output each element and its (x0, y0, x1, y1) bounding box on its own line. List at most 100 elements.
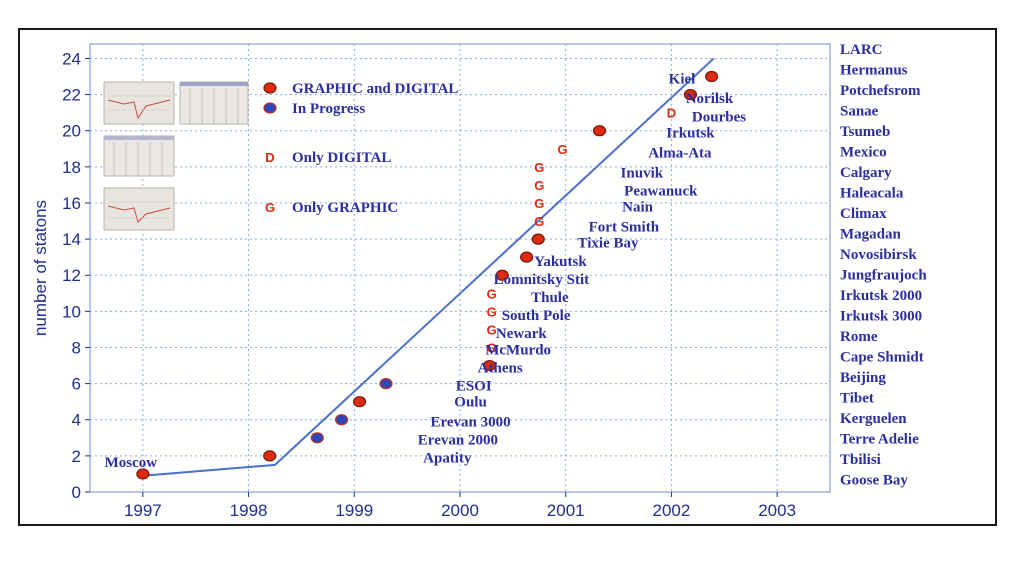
data-point-red-dot (483, 359, 497, 372)
right-list-item: Terre Adelie (840, 432, 919, 448)
data-point-g-glyph: G (487, 322, 497, 337)
data-point-d-glyph: D (667, 106, 676, 121)
station-label: Athens (478, 360, 523, 376)
station-label: ESOI (456, 378, 492, 394)
legend-label: Only GRAPHIC (292, 200, 398, 216)
station-label: Norilsk (686, 91, 734, 107)
right-list-item: Potchefsrom (840, 83, 921, 99)
station-label: Kiel (669, 71, 696, 87)
data-point-red-dot (683, 88, 698, 101)
right-list-item: Haleacala (840, 186, 904, 202)
data-point-g-glyph: G (534, 196, 544, 211)
x-tick-label: 1999 (335, 501, 373, 520)
right-list-item: Jungfraujoch (840, 268, 927, 284)
thumbnail-graph-1 (103, 81, 175, 125)
data-point-red-dot (531, 233, 545, 245)
data-point-g-glyph: G (534, 178, 544, 193)
right-list-item: Calgary (840, 165, 892, 181)
station-label: Oulu (454, 395, 487, 411)
station-label: Apatity (423, 451, 472, 467)
x-tick-label: 1997 (124, 501, 162, 520)
right-list-item: Hermanus (840, 63, 908, 79)
right-list-item: Climax (840, 206, 887, 222)
y-tick-label: 10 (62, 302, 81, 321)
right-list-item: Sanae (840, 104, 879, 120)
right-list-item: Cape Shmidt (840, 350, 924, 366)
station-label: Thule (531, 290, 569, 306)
legend-label: GRAPHIC and DIGITAL (292, 81, 458, 97)
x-tick-label: 2001 (547, 501, 585, 520)
right-list-item: Irkutsk 2000 (840, 288, 922, 304)
legend-marker-d-glyph: D (265, 150, 274, 165)
data-point-blue-dot (335, 414, 349, 426)
chart-frame: 0 2 4 6 8 10 12 14 16 18 20 22 24 1997 1998 1999 2000 20… (18, 28, 997, 526)
x-axis-ticks: 1997 1998 1999 2000 2001 2002 2003 (124, 492, 796, 520)
data-point-red-dot (263, 450, 277, 462)
data-point-red-dot (352, 396, 367, 408)
data-point-red-dot (592, 125, 607, 137)
trend-line (142, 57, 715, 477)
station-label: Erevan 2000 (418, 433, 498, 449)
right-list-item: LARC (840, 42, 883, 58)
station-label: Peawanuck (624, 183, 698, 199)
legend-marker-blue-dot (263, 102, 277, 114)
right-list-item: Magadan (840, 227, 902, 243)
data-point-g-glyph: G (534, 214, 544, 229)
grid (90, 44, 830, 492)
legend-label: In Progress (292, 101, 365, 117)
thumbnail-graph-2 (103, 187, 175, 231)
data-point-red-dot (520, 251, 534, 263)
station-label: Inuvik (621, 165, 664, 181)
right-list-item: Goose Bay (840, 473, 908, 489)
thumbnail-table-1 (179, 81, 249, 125)
x-tick-label: 2002 (653, 501, 691, 520)
x-tick-label: 2003 (758, 501, 796, 520)
x-tick-label: 2000 (441, 501, 479, 520)
data-point-g-glyph: G (487, 304, 497, 319)
x-tick-label: 1998 (230, 501, 268, 520)
station-label: South Pole (502, 308, 571, 324)
y-tick-label: 16 (62, 194, 81, 213)
station-label: Dourbes (692, 109, 746, 125)
data-point-blue-dot (379, 378, 393, 390)
data-point-red-dot (136, 468, 150, 480)
right-list-item: Irkutsk 3000 (840, 309, 922, 325)
station-label: Tixie Bay (578, 236, 639, 252)
y-tick-label: 8 (72, 338, 81, 357)
right-list-item: Tibet (840, 391, 874, 407)
station-label: Alma-Ata (648, 145, 712, 161)
y-tick-label: 0 (72, 483, 81, 502)
data-point-g-glyph: G (534, 160, 544, 175)
y-tick-label: 12 (62, 266, 81, 285)
y-tick-label: 18 (62, 158, 81, 177)
y-tick-label: 24 (62, 49, 81, 68)
legend-label: Only DIGITAL (292, 150, 391, 166)
data-point-g-glyph: G (487, 340, 497, 355)
data-point-g-glyph: G (557, 142, 567, 157)
right-list-item: Rome (840, 329, 878, 345)
right-list-item: Tbilisi (840, 452, 881, 468)
right-list-item: Mexico (840, 145, 887, 161)
legend: GRAPHIC and DIGITAL In Progress D Only DIGI… (263, 81, 458, 216)
legend-thumbnails (103, 81, 249, 231)
y-tick-label: 6 (72, 375, 81, 394)
data-point-red-dot (495, 269, 509, 281)
point-label: Moscow (105, 455, 158, 471)
station-label: Lomnitsky Stit (494, 272, 589, 288)
y-axis-label: number of statons (31, 200, 50, 336)
station-label: Erevan 3000 (430, 415, 510, 431)
data-point-g-glyph: G (487, 286, 497, 301)
data-point-blue-dot (310, 432, 324, 444)
y-tick-label: 2 (72, 447, 81, 466)
station-label: Newark (496, 326, 547, 342)
thumbnail-table-2 (103, 135, 175, 177)
right-list-item: Novosibirsk (840, 247, 917, 263)
right-list-item: Kerguelen (840, 411, 907, 427)
station-label: Yakutsk (534, 254, 587, 270)
station-label: Nain (622, 200, 654, 216)
right-station-list: LARC Hermanus Potchefsrom Sanae Tsumeb Mexico… (840, 42, 927, 489)
right-list-item: Beijing (840, 370, 886, 386)
y-tick-label: 14 (62, 230, 81, 249)
